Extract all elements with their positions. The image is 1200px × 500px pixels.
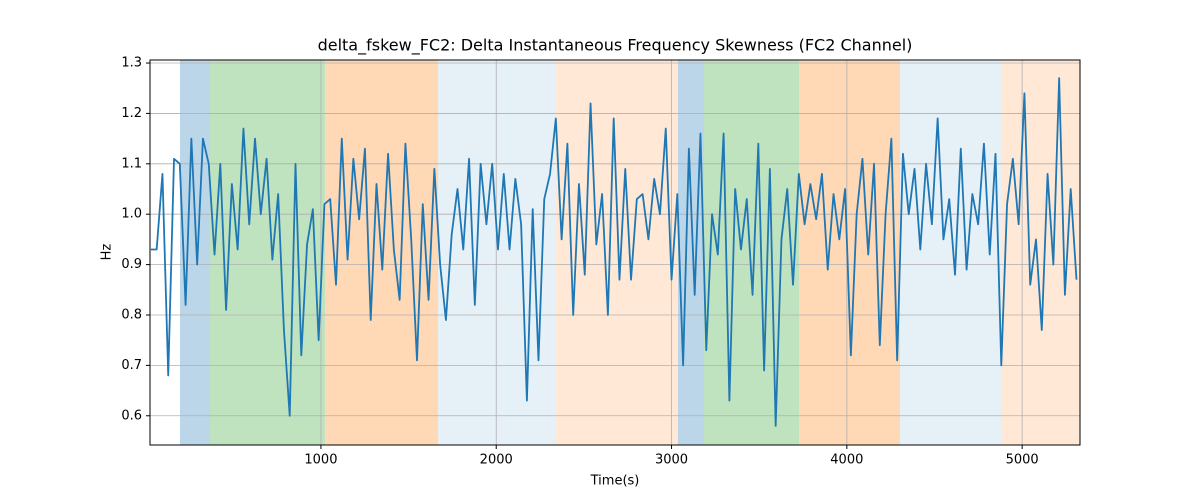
x-axis-label: Time(s) xyxy=(590,474,640,489)
y-tick-label: 0.6 xyxy=(121,408,142,423)
y-tick-label: 0.7 xyxy=(121,358,142,373)
x-tick-label: 2000 xyxy=(480,453,513,468)
shaded-region xyxy=(438,60,557,445)
y-tick-label: 1.2 xyxy=(121,106,142,121)
x-tick-label: 1000 xyxy=(304,453,337,468)
x-tick-label: 4000 xyxy=(830,453,863,468)
y-axis-label: Hz xyxy=(100,244,115,261)
shaded-region xyxy=(1001,60,1080,445)
chart-title: delta_fskew_FC2: Delta Instantaneous Fre… xyxy=(318,36,913,56)
data-line xyxy=(150,77,1078,427)
shaded-region xyxy=(678,60,704,445)
x-tick-label: 3000 xyxy=(655,453,688,468)
y-tick-label: 1.0 xyxy=(121,207,142,222)
y-tick-label: 1.3 xyxy=(121,56,142,71)
shaded-region xyxy=(209,60,325,445)
shaded-region xyxy=(556,60,679,445)
ticks: 1000 2000 3000 4000 5000 0.6 0.7 0.8 0.9 1.0 1.1 1.… xyxy=(121,56,1038,468)
x-tick-label: 5000 xyxy=(1006,453,1039,468)
y-tick-label: 0.8 xyxy=(121,307,142,322)
shaded-region xyxy=(179,60,210,445)
plot-area xyxy=(150,77,1078,427)
shaded-region xyxy=(703,60,799,445)
y-tick-label: 0.9 xyxy=(121,257,142,272)
axes-frame xyxy=(149,59,1081,446)
y-tick-label: 1.1 xyxy=(121,156,142,171)
shaded-region xyxy=(899,60,1002,445)
shaded-region xyxy=(798,60,900,445)
